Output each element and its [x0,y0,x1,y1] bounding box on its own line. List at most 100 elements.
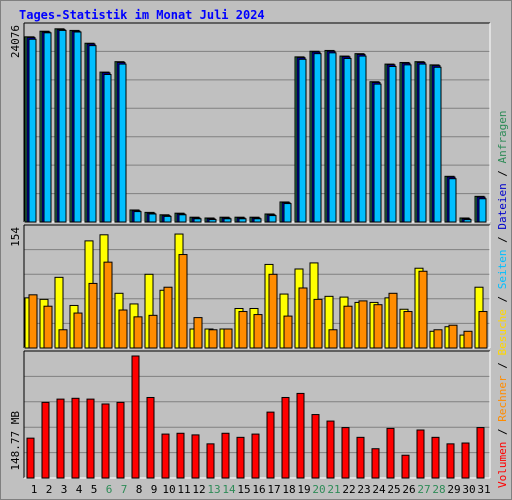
panel-1-ytick-label: 24076 [9,25,22,58]
legend-separator: / [496,230,509,250]
bar-rechner-day-2 [43,305,53,349]
x-tick-label-day-15: 15 [237,483,250,496]
x-tick-label-day-4: 4 [76,483,83,496]
bar-rechner-day-2-body [43,305,53,349]
x-tick-label-day-30: 30 [462,483,475,496]
bar-volumen-day-2-body [41,401,50,479]
bar-seiten-day-28-body [433,66,442,223]
bar-rechner-day-13-body [208,329,218,349]
bar-seiten-day-5-body [88,45,97,223]
bar-volumen-day-4-body [71,397,80,479]
bar-seiten-day-2 [43,32,52,223]
bar-volumen-day-25 [386,427,395,479]
bar-seiten-day-9-body [148,213,157,223]
bar-rechner-day-19-body [298,287,308,349]
bar-volumen-day-1 [26,437,35,479]
bar-volumen-day-27-body [416,429,425,479]
bar-seiten-day-23 [358,55,367,223]
bar-seiten-day-31-body [478,198,487,223]
bar-volumen-day-17 [266,411,275,479]
x-tick-label-day-18: 18 [282,483,295,496]
bar-volumen-day-26 [401,454,410,479]
bar-rechner-day-23-body [358,300,368,349]
x-tick-label-day-11: 11 [177,483,190,496]
bar-volumen-day-6-body [101,403,110,479]
bar-volumen-day-16-body [251,433,260,479]
bar-seiten-day-20 [313,53,322,223]
right-legend: Volumen / Rechner / Besuche / Seiten / D… [496,110,509,488]
bar-volumen-day-29 [446,443,455,479]
bar-seiten-day-21 [328,52,337,223]
bar-volumen-day-2 [41,401,50,479]
bar-volumen-day-29-body [446,443,455,479]
bar-rechner-day-26 [403,311,413,349]
bar-seiten-day-3-body [58,29,67,223]
x-tick-label-day-19: 19 [297,483,310,496]
bar-rechner-day-29 [448,324,458,349]
bar-rechner-day-31-body [478,311,488,349]
bar-volumen-day-15-body [236,436,245,479]
bar-volumen-day-31-body [476,427,485,479]
bar-seiten-day-12 [193,218,202,223]
bar-volumen-day-15 [236,436,245,479]
bar-seiten-day-30 [463,219,472,223]
bar-rechner-day-3 [58,329,68,349]
bar-seiten-day-27-body [418,63,427,223]
x-tick-label-day-17: 17 [267,483,280,496]
bar-seiten-day-5 [88,45,97,223]
bar-volumen-day-3-body [56,398,65,479]
x-tick-label-day-14: 14 [222,483,236,496]
bar-volumen-day-12 [191,434,200,479]
bar-rechner-day-9-body [148,314,158,349]
bar-seiten-day-10 [163,215,172,223]
bar-rechner-day-20-body [313,298,323,349]
bar-seiten-day-14 [223,218,232,223]
bar-volumen-day-10-body [161,433,170,479]
legend-seiten: Seiten [496,250,509,290]
bar-seiten-day-6 [103,74,112,223]
bar-seiten-day-22 [343,57,352,223]
bar-seiten-day-13 [208,219,217,223]
bar-volumen-day-24-body [371,448,380,479]
bar-volumen-day-23 [356,436,365,479]
bar-volumen-day-20 [311,414,320,479]
x-tick-label-day-25: 25 [387,483,400,496]
bar-seiten-day-13-body [208,219,217,223]
bar-volumen-day-5-body [86,398,95,479]
legend-separator: / [496,422,509,442]
bar-rechner-day-21 [328,329,338,349]
bar-volumen-day-5 [86,398,95,479]
x-tick-label-day-13: 13 [207,483,220,496]
bar-seiten-day-21-body [328,52,337,223]
bar-seiten-day-1 [28,38,37,223]
bar-rechner-day-4-body [73,312,83,349]
x-tick-label-day-29: 29 [447,483,460,496]
bar-seiten-day-7 [118,63,127,223]
bar-volumen-day-19-body [296,392,305,479]
bar-rechner-day-16-body [253,314,263,349]
bar-volumen-day-1-body [26,437,35,479]
legend-separator: / [496,356,509,376]
bar-seiten-day-4 [73,31,82,223]
bar-seiten-day-16-body [253,218,262,223]
bar-seiten-day-10-body [163,215,172,223]
bar-rechner-day-29-body [448,324,458,349]
x-tick-label-day-31: 31 [477,483,490,496]
legend-dateien: Dateien [496,183,509,229]
bar-seiten-day-30-body [463,219,472,223]
bar-volumen-day-13 [206,443,215,479]
bar-rechner-day-11 [178,254,188,349]
x-tick-label-day-6: 6 [106,483,113,496]
bar-seiten-day-7-body [118,63,127,223]
bar-rechner-day-17-body [268,273,278,349]
bar-rechner-day-15-body [238,311,248,349]
bar-rechner-day-7-body [118,309,128,349]
bar-rechner-day-10-body [163,286,173,349]
bar-volumen-day-25-body [386,427,395,479]
x-tick-label-day-9: 9 [151,483,158,496]
bar-seiten-day-8 [133,211,142,223]
x-tick-label-day-16: 16 [252,483,265,496]
x-tick-label-day-1: 1 [31,483,38,496]
bar-rechner-day-25 [388,292,398,349]
bar-volumen-day-21 [326,420,335,479]
